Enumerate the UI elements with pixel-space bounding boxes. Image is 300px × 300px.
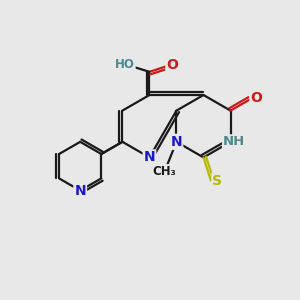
Text: O: O	[167, 58, 178, 72]
Text: NH: NH	[223, 135, 245, 148]
Text: N: N	[74, 184, 86, 198]
Text: S: S	[212, 174, 223, 188]
Text: N: N	[171, 135, 182, 149]
Text: HO: HO	[115, 58, 135, 71]
Text: CH₃: CH₃	[152, 165, 176, 178]
Text: N: N	[144, 150, 155, 164]
Text: O: O	[250, 91, 262, 105]
